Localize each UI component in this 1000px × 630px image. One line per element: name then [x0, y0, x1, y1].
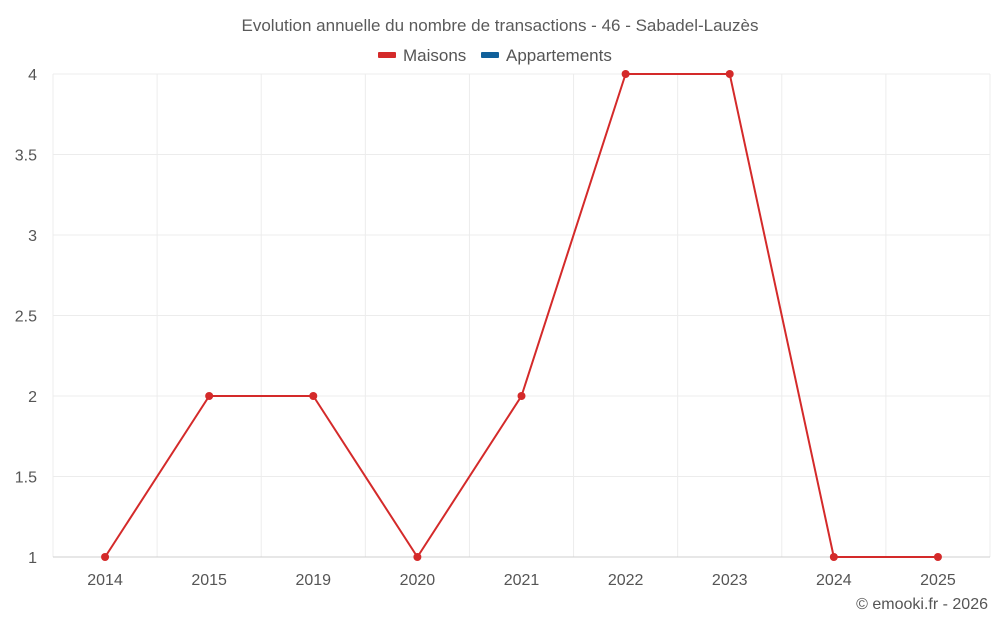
x-tick-label: 2020 [400, 572, 436, 589]
legend: Maisons Appartements [378, 46, 612, 65]
x-tick-label: 2014 [87, 572, 123, 589]
y-tick-label: 4 [28, 67, 37, 84]
legend-label-appartements: Appartements [506, 46, 612, 65]
credit-text: © emooki.fr - 2026 [856, 596, 988, 613]
data-point-maisons[interactable] [933, 553, 942, 561]
x-tick-label: 2021 [504, 572, 540, 589]
y-tick-label: 1 [28, 550, 37, 567]
legend-item-appartements[interactable]: Appartements [481, 46, 612, 65]
y-tick-label: 3 [28, 228, 37, 245]
data-point-maisons[interactable] [205, 392, 214, 400]
legend-swatch-appartements [481, 52, 499, 58]
y-tick-label: 2 [28, 389, 37, 406]
x-tick-label: 2019 [295, 572, 331, 589]
legend-item-maisons[interactable]: Maisons [378, 46, 466, 65]
y-tick-label: 3.5 [15, 148, 37, 165]
x-tick-label: 2023 [712, 572, 748, 589]
data-point-maisons[interactable] [829, 553, 838, 561]
data-point-maisons[interactable] [621, 70, 630, 78]
data-point-maisons[interactable] [413, 553, 422, 561]
data-point-maisons[interactable] [725, 70, 734, 78]
legend-label-maisons: Maisons [403, 46, 466, 65]
data-point-maisons[interactable] [517, 392, 526, 400]
legend-swatch-maisons [378, 52, 396, 58]
x-tick-label: 2024 [816, 572, 852, 589]
axes: 1 1.5 2 2.5 3 3.5 4 2014 2015 2019 2020 2021 2022 202… [15, 67, 990, 589]
x-tick-label: 2015 [191, 572, 227, 589]
data-points [101, 70, 942, 561]
data-point-maisons[interactable] [309, 392, 318, 400]
y-tick-label: 1.5 [15, 470, 37, 487]
x-tick-label: 2025 [920, 572, 956, 589]
y-tick-label: 2.5 [15, 309, 37, 326]
x-tick-label: 2022 [608, 572, 644, 589]
chart-title: Evolution annuelle du nombre de transact… [242, 16, 759, 35]
grid [52, 73, 991, 557]
data-point-maisons[interactable] [101, 553, 110, 561]
